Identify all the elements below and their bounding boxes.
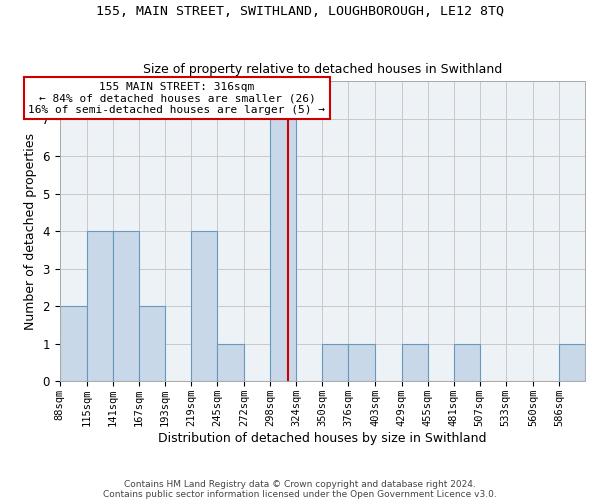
Bar	[87, 232, 113, 382]
Bar	[401, 344, 428, 382]
Text: 155, MAIN STREET, SWITHLAND, LOUGHBOROUGH, LE12 8TQ: 155, MAIN STREET, SWITHLAND, LOUGHBOROUG…	[96, 5, 504, 18]
Bar	[217, 344, 244, 382]
Bar	[139, 306, 165, 382]
Text: 155 MAIN STREET: 316sqm
← 84% of detached houses are smaller (26)
16% of semi-de: 155 MAIN STREET: 316sqm ← 84% of detache…	[28, 82, 325, 115]
Bar	[322, 344, 349, 382]
Title: Size of property relative to detached houses in Swithland: Size of property relative to detached ho…	[143, 63, 502, 76]
X-axis label: Distribution of detached houses by size in Swithland: Distribution of detached houses by size …	[158, 432, 487, 445]
Bar	[191, 232, 217, 382]
Bar	[270, 119, 296, 382]
Bar	[113, 232, 139, 382]
Bar	[349, 344, 376, 382]
Text: Contains HM Land Registry data © Crown copyright and database right 2024.
Contai: Contains HM Land Registry data © Crown c…	[103, 480, 497, 499]
Bar	[454, 344, 480, 382]
Bar	[59, 306, 87, 382]
Bar	[559, 344, 585, 382]
Y-axis label: Number of detached properties: Number of detached properties	[24, 133, 37, 330]
